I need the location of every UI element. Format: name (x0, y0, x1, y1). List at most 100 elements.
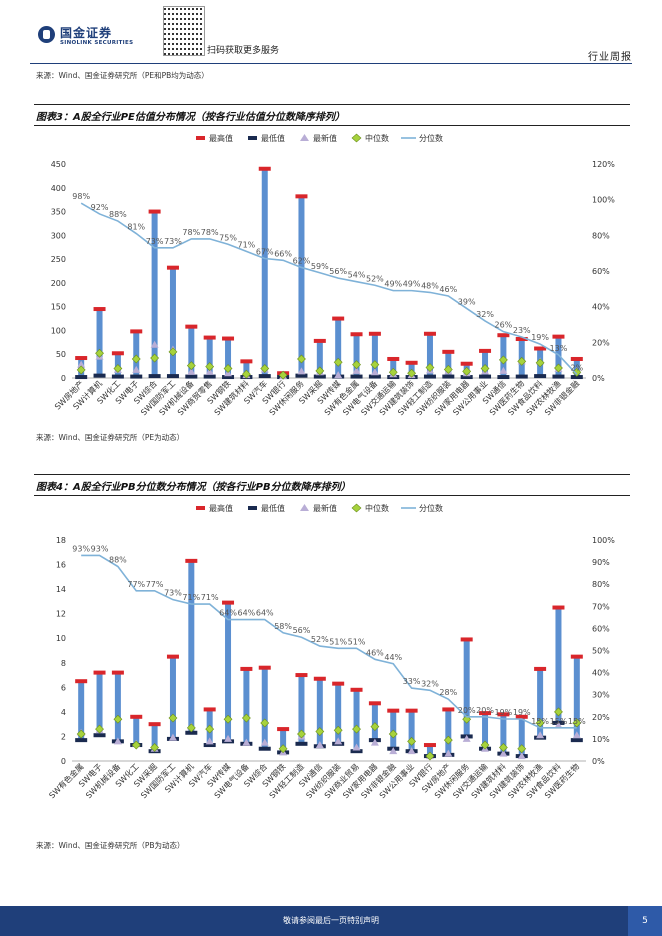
chart0-median-marker (241, 369, 251, 379)
chart1-percentile-label: 71% (182, 593, 200, 602)
chart1-max-marker (203, 707, 216, 712)
figure-4-title-text: 图表4：A股全行业PB分位数分布情况（按各行业PB分位数降序排列） (36, 482, 351, 493)
chart0-range-bar (169, 267, 176, 377)
chart0-legend-swatch-median (351, 133, 362, 143)
chart0-y-tick-label: 100 (51, 326, 66, 335)
chart1-latest-marker (554, 721, 563, 729)
chart1-y-tick-label: 4 (61, 708, 66, 717)
chart0-range-bar (225, 338, 232, 378)
chart0-max-marker (552, 334, 565, 339)
chart0-y-tick-label: 50 (56, 350, 66, 359)
chart0-percentile-label: 78% (182, 228, 200, 237)
chart0-y2-tick-label: 0% (592, 374, 605, 383)
chart1-range-bar (445, 709, 452, 755)
chart1-percentile-label: 33% (403, 677, 421, 686)
chart1-max-marker (93, 670, 106, 675)
chart1-percentile-label: 88% (109, 556, 127, 565)
chart1-range-bar (426, 745, 433, 757)
chart0-max-marker (313, 338, 326, 343)
chart1-latest-marker (352, 743, 361, 751)
chart0-percentile-label: 56% (329, 267, 347, 276)
chart0-min-marker (534, 374, 547, 379)
chart0-percentile-label: 59% (311, 262, 329, 271)
brand-logo-icon (38, 26, 55, 43)
chart1-median-marker (205, 724, 215, 734)
chart1-y-tick-label: 16 (56, 561, 66, 570)
chart0-median-marker (554, 363, 563, 373)
chart0-min-marker (222, 375, 235, 380)
chart0-percentile-label: 66% (274, 249, 292, 258)
chart0-max-marker (75, 356, 88, 361)
chart0-legend-label: 中位数 (365, 133, 389, 143)
qr-code-icon[interactable] (163, 6, 205, 56)
chart1-median-marker (186, 723, 196, 733)
chart1-min-marker (75, 738, 88, 743)
chart0-range-bar (206, 337, 213, 377)
chart1-percentile-label: 52% (311, 635, 329, 644)
chart1-range-bar (114, 672, 121, 742)
chart0-max-marker (166, 265, 179, 270)
chart1-latest-marker (572, 731, 581, 739)
chart1-percentile-label: 77% (146, 580, 164, 589)
chart0-latest-marker (205, 367, 214, 375)
chart1-percentile-label: 19% (495, 708, 513, 717)
chart0-legend-label: 最低值 (261, 133, 285, 143)
chart1-max-marker (423, 743, 436, 748)
chart1-range-bar (78, 681, 85, 741)
chart1-max-marker (130, 714, 143, 719)
chart1-latest-marker (260, 738, 269, 746)
chart1-y-tick-label: 18 (56, 536, 66, 545)
chart0-range-bar (555, 336, 562, 377)
chart0-range-bar (371, 333, 378, 377)
chart1-percentile-label: 20% (476, 706, 494, 715)
chart0-min-marker (295, 373, 308, 378)
chart1-median-marker (498, 743, 508, 752)
chart1-legend-label: 最新值 (313, 503, 337, 513)
chart0-median-marker (370, 360, 380, 370)
qr-caption: 扫码获取更多服务 (207, 46, 280, 56)
chart1-median-marker (241, 713, 251, 723)
chart1-min-marker (185, 730, 198, 735)
chart0-max-marker (111, 351, 124, 356)
chart0-max-marker (130, 329, 143, 334)
chart1-max-marker (570, 654, 583, 659)
chart0-min-marker (515, 374, 528, 379)
chart0-min-marker (111, 374, 124, 379)
chart1-y-tick-label: 10 (56, 634, 66, 643)
chart0-y2-tick-label: 60% (592, 267, 610, 276)
chart0-min-marker (130, 374, 143, 379)
chart1-range-bar (169, 656, 176, 739)
chart1-median-marker (388, 729, 398, 739)
chart0-range-bar (445, 351, 452, 377)
chart1-latest-marker (499, 749, 508, 757)
chart0-percentile-label: 39% (458, 297, 476, 306)
chart0-min-marker (460, 375, 473, 380)
chart0-median-marker (517, 356, 527, 366)
chart1-min-marker (350, 749, 363, 754)
chart0-percentile-label: 67% (256, 248, 274, 257)
chart0-latest-marker (132, 365, 141, 373)
chart0-max-marker (368, 331, 381, 336)
chart0-latest-marker (77, 360, 86, 368)
chart1-legend-label: 最高值 (209, 503, 233, 513)
chart0-percentile-label: 54% (348, 271, 366, 280)
chart1-percentile-label: 71% (201, 593, 219, 602)
chart1-percentile-label: 15% (531, 717, 549, 726)
chart0-percentile-line (80, 202, 578, 375)
chart1-y-tick-label: 12 (56, 610, 66, 619)
chart1-range-bar (261, 667, 268, 749)
chart0-max-marker (295, 194, 308, 199)
chart1-legend-swatch-median (351, 503, 362, 513)
chart1-percentile-label: 19% (513, 708, 531, 717)
chart0-median-marker (260, 364, 270, 373)
pb-distribution-chart: 最高值 最低值 最新值 中位数 分位数 0 2 4 6 8 10 12 14 16 18 0% 10% 20% 30… (47, 503, 616, 800)
figure-4-title: 图表4：A股全行业PB分位数分布情况（按各行业PB分位数降序排列） (34, 474, 630, 496)
brand-name-en: SINOLINK SECURITIES (60, 40, 134, 46)
chart0-min-marker (148, 374, 161, 379)
chart1-max-marker (313, 676, 326, 681)
chart0-min-marker (423, 374, 436, 379)
chart1-y2-tick-label: 0% (592, 757, 605, 766)
chart1-y2-tick-label: 30% (592, 691, 610, 700)
chart0-median-marker (205, 362, 215, 372)
chart1-median-marker (315, 727, 325, 736)
